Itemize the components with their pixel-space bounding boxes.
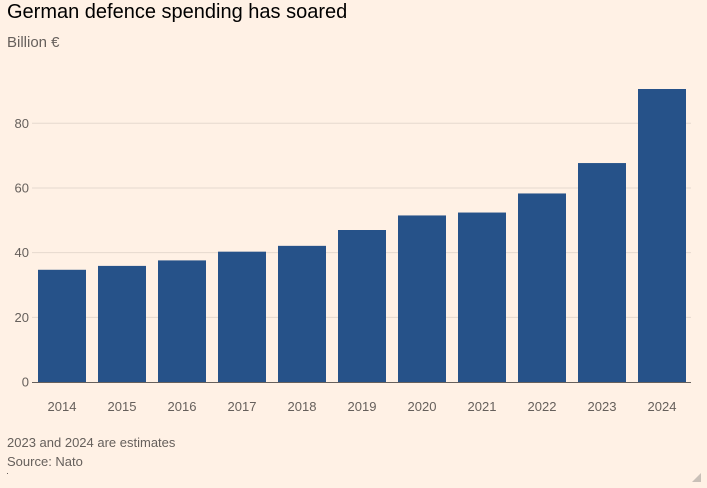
source-note: Source: Nato [7, 454, 83, 469]
x-tick-labels: 2014 2015 2016 2017 2018 2019 2020 2021 2022 2023… [48, 399, 677, 414]
resize-handle-icon[interactable] [692, 473, 701, 482]
bar-2017 [218, 251, 266, 382]
y-tick-label: 20 [15, 310, 29, 325]
y-tick-label: 80 [15, 116, 29, 131]
y-tick-label: 0 [22, 375, 29, 390]
footer-dot [7, 473, 8, 474]
x-tick-label: 2024 [648, 399, 677, 414]
x-tick-label: 2019 [348, 399, 377, 414]
bar-2019 [338, 230, 386, 382]
chart-title: German defence spending has soared [7, 1, 348, 23]
chart-subtitle: Billion € [7, 34, 60, 51]
bar-2023 [578, 163, 626, 382]
estimate-note: 2023 and 2024 are estimates [7, 435, 176, 450]
bar-2016 [158, 260, 206, 382]
y-tick-labels: 0 20 40 60 80 [15, 116, 29, 390]
x-tick-label: 2015 [108, 399, 137, 414]
x-tick-label: 2022 [528, 399, 557, 414]
bar-2024 [638, 89, 686, 382]
x-tick-label: 2018 [288, 399, 317, 414]
bar-2015 [98, 265, 146, 382]
bar-2014 [38, 269, 86, 382]
x-tick-label: 2017 [228, 399, 257, 414]
y-tick-label: 40 [15, 245, 29, 260]
x-tick-label: 2021 [468, 399, 497, 414]
bar-2022 [518, 193, 566, 382]
x-tick-label: 2023 [588, 399, 617, 414]
y-tick-label: 60 [15, 180, 29, 195]
x-tick-label: 2014 [48, 399, 77, 414]
x-tick-label: 2016 [168, 399, 197, 414]
bar-2020 [398, 215, 446, 382]
x-tick-label: 2020 [408, 399, 437, 414]
bar-2021 [458, 212, 506, 382]
bar-2018 [278, 245, 326, 382]
bars [38, 89, 686, 382]
